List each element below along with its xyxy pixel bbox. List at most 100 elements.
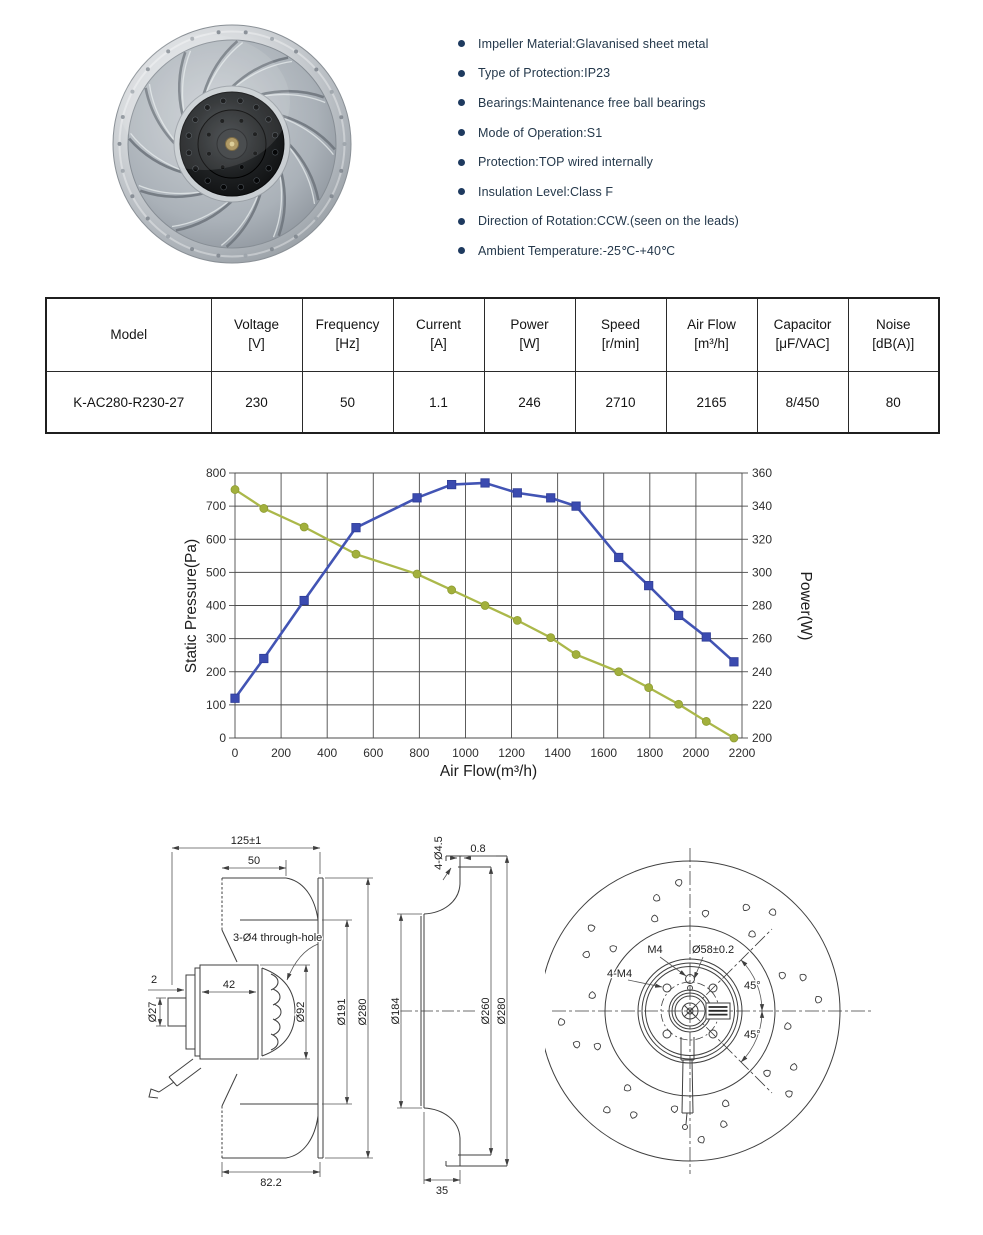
column-unit: [Hz] xyxy=(335,336,360,351)
dim-inlet-depth: 50 xyxy=(248,855,260,867)
back-view-dimension-lines xyxy=(627,956,765,1063)
data-point-circle xyxy=(701,717,711,726)
inlet-ring-linework xyxy=(400,855,507,1167)
x-tick-label: 200 xyxy=(271,746,291,760)
drawing-side-view: 125±1 50 3-Ø4 through-hole 2 42 Ø27 Ø92 … xyxy=(146,834,373,1190)
column-unit: [A] xyxy=(430,336,447,351)
data-point-square xyxy=(230,693,240,703)
spec-bullet-item: Direction of Rotation:CCW.(seen on the l… xyxy=(458,207,948,237)
spec-bullet-text: Ambient Temperature:-25℃-+40℃ xyxy=(478,244,676,259)
chart-series-static-pressure xyxy=(230,485,739,743)
right-y-tick-label: 220 xyxy=(752,698,772,712)
column-header-current: Current [A] xyxy=(392,297,485,372)
chart-series-power xyxy=(230,478,739,703)
data-point-square xyxy=(480,478,490,488)
dim-bolt-circle-dia: Ø260 xyxy=(480,998,492,1025)
ratings-table: Model Voltage [V] Frequency [Hz] Current [A] Po… xyxy=(45,297,940,434)
column-label: Frequency xyxy=(315,317,380,333)
inlet-ring-dimension-lines xyxy=(397,855,510,1184)
drawing-back-view: M4 Ø58±0.2 4-M4 45° 45° xyxy=(545,848,872,1174)
dim-ring-depth: 35 xyxy=(436,1185,448,1197)
column-label: Air Flow xyxy=(687,317,736,333)
spec-bullet-text: Bearings:Maintenance free ball bearings xyxy=(478,95,706,110)
column-unit: [dB(A)] xyxy=(872,336,915,351)
data-point-square xyxy=(412,493,422,503)
column-header-noise: Noise [dB(A)] xyxy=(847,297,940,372)
left-y-tick-label: 200 xyxy=(206,665,226,679)
dim-inner-dia: Ø191 xyxy=(336,999,348,1026)
data-point-square xyxy=(701,632,711,642)
dim-flange-dia: Ø280 xyxy=(496,998,508,1025)
fan-photo-art xyxy=(112,24,352,264)
left-axis-title: Static Pressure(Pa) xyxy=(183,539,200,673)
right-axis-title: Power(W) xyxy=(797,572,814,641)
table-cell: 246 xyxy=(483,371,576,434)
x-tick-label: 1600 xyxy=(590,746,617,760)
column-label: Power xyxy=(510,317,549,333)
note-through-hole: 3-Ø4 through-hole xyxy=(233,932,322,944)
right-y-tick-label: 260 xyxy=(752,632,772,646)
column-unit: [μF/VAC] xyxy=(775,336,830,351)
data-point-square xyxy=(729,657,739,667)
spec-bullet-text: Direction of Rotation:CCW.(seen on the l… xyxy=(478,214,739,229)
left-y-tick-label: 400 xyxy=(206,599,226,613)
column-label: Current xyxy=(415,317,461,333)
bullet-dot-icon xyxy=(458,40,465,48)
data-point-square xyxy=(351,523,361,533)
bullet-dot-icon xyxy=(458,247,465,255)
side-view-dimension-lines xyxy=(148,845,373,1177)
right-y-tick-label: 240 xyxy=(752,665,772,679)
column-label: Model xyxy=(110,326,148,342)
spec-bullet-item: Insulation Level:Class F xyxy=(458,177,948,207)
spec-bullet-item: Bearings:Maintenance free ball bearings xyxy=(458,88,948,118)
bullet-dot-icon xyxy=(458,217,465,225)
data-point-square xyxy=(512,488,522,498)
data-point-circle xyxy=(571,650,581,659)
data-point-circle xyxy=(447,585,457,595)
product-photo-centrifugal-fan xyxy=(112,24,352,264)
column-unit: [V] xyxy=(248,336,265,351)
table-cell: K-AC280-R230-27 xyxy=(45,371,212,434)
left-y-tick-label: 0 xyxy=(219,731,226,745)
left-y-tick-label: 600 xyxy=(206,532,226,546)
table-cell: 1.1 xyxy=(392,371,485,434)
column-header-model: Model xyxy=(45,297,212,372)
left-y-tick-label: 300 xyxy=(206,632,226,646)
back-view-linework xyxy=(545,860,841,1162)
column-label: Speed xyxy=(600,317,641,333)
column-unit: [r/min] xyxy=(601,336,640,351)
dim-motor-dia: Ø92 xyxy=(295,1002,307,1023)
side-view-linework xyxy=(148,877,324,1159)
data-point-square xyxy=(644,581,654,591)
data-point-circle xyxy=(230,485,240,494)
table-cell: 50 xyxy=(301,371,394,434)
spec-bullet-text: Insulation Level:Class F xyxy=(478,184,614,199)
dim-motor-length: 42 xyxy=(223,979,235,991)
data-point-square xyxy=(614,552,624,563)
column-header-air-flow: Air Flow [m³/h] xyxy=(665,297,758,372)
spec-bullet-text: Impeller Material:Glavanised sheet metal xyxy=(478,36,709,51)
right-y-tick-label: 300 xyxy=(752,565,772,579)
performance-chart: 0 200 400 600 800 1000 1200 1400 1600 1800 2000 220… xyxy=(183,466,814,780)
column-header-frequency: Frequency [Hz] xyxy=(301,297,394,372)
column-header-capacitor: Capacitor [μF/VAC] xyxy=(756,297,849,372)
column-header-power: Power [W] xyxy=(483,297,576,372)
data-point-square xyxy=(447,479,457,490)
data-point-circle xyxy=(480,601,490,610)
spec-bullet-item: Ambient Temperature:-25℃-+40℃ xyxy=(458,236,948,266)
column-unit: [W] xyxy=(519,336,540,351)
right-y-tick-label: 320 xyxy=(752,532,772,546)
note-4xm4-holes: 4-M4 xyxy=(607,968,632,980)
spec-bullet-item: Impeller Material:Glavanised sheet metal xyxy=(458,29,948,59)
column-label: Capacitor xyxy=(773,317,832,333)
column-label: Noise xyxy=(875,317,911,333)
data-point-square xyxy=(299,595,309,606)
dim-sheet-thickness: 0.8 xyxy=(470,843,485,855)
spec-bullet-item: Mode of Operation:S1 xyxy=(458,118,948,148)
right-y-tick-label: 280 xyxy=(752,599,772,613)
data-point-circle xyxy=(644,683,654,693)
x-tick-label: 400 xyxy=(317,746,337,760)
x-tick-label: 1200 xyxy=(498,746,525,760)
spec-bullet-list: Impeller Material:Glavanised sheet metal… xyxy=(458,29,948,266)
angle-lower-45: 45° xyxy=(744,1029,761,1041)
